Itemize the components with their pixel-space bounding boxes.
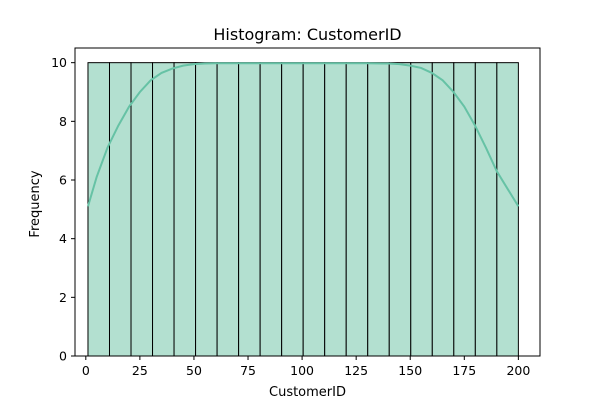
bars-group [87, 62, 519, 357]
y-tick-label: 2 [59, 290, 67, 305]
histogram-bar [474, 62, 498, 357]
histogram-bar [496, 62, 519, 357]
x-axis-ticks: 0 25 50 75 100 125 150 175 200 [82, 356, 530, 378]
histogram-bar [324, 62, 347, 357]
x-tick-label: 125 [344, 363, 368, 378]
y-axis-label: Frequency [28, 170, 43, 237]
x-tick-label: 75 [240, 363, 256, 378]
y-tick-label: 10 [51, 55, 67, 70]
x-axis-label: CustomerID [269, 385, 346, 400]
histogram-bar [410, 62, 433, 357]
histogram-bar [345, 62, 369, 357]
y-tick-label: 0 [59, 349, 67, 364]
histogram-bar [388, 62, 412, 357]
histogram-bar [367, 62, 390, 357]
histogram-bar [302, 62, 326, 357]
x-tick-label: 25 [132, 363, 148, 378]
histogram-bar [152, 62, 175, 357]
x-tick-label: 50 [186, 363, 202, 378]
histogram-bar [87, 62, 110, 357]
histogram-bar [130, 62, 154, 357]
x-tick-label: 100 [290, 363, 314, 378]
y-axis-ticks: 0 2 4 6 8 10 [51, 55, 75, 364]
histogram-bar [173, 62, 197, 357]
histogram-bar [238, 62, 261, 357]
histogram-bar [195, 62, 218, 357]
histogram-bar [108, 62, 132, 357]
x-tick-label: 150 [398, 363, 422, 378]
histogram-bar [216, 62, 240, 357]
chart-title: Histogram: CustomerID [213, 25, 401, 44]
x-tick-label: 200 [506, 363, 530, 378]
y-tick-label: 4 [59, 231, 67, 246]
histogram-bar [281, 62, 304, 357]
x-tick-label: 175 [452, 363, 476, 378]
kde-curve [87, 62, 520, 207]
x-tick-label: 0 [82, 363, 90, 378]
y-tick-label: 6 [59, 173, 67, 188]
plot-frame [74, 47, 541, 357]
histogram-bar [431, 62, 455, 357]
y-tick-label: 8 [59, 114, 67, 129]
histogram-bar [259, 62, 283, 357]
